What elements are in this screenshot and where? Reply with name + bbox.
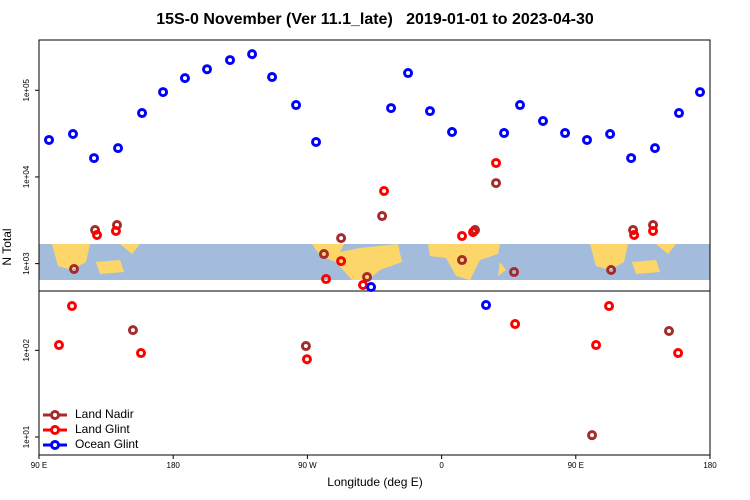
x-tick-label: 90 E	[568, 461, 584, 470]
point	[377, 211, 388, 222]
point	[481, 300, 492, 311]
point	[515, 100, 526, 111]
point	[67, 128, 78, 139]
point	[318, 249, 329, 260]
x-tick-label: 180	[703, 461, 717, 470]
point	[447, 126, 458, 137]
point	[499, 128, 510, 139]
x-tick-label: 180	[167, 461, 181, 470]
point	[649, 143, 660, 154]
legend-marker	[50, 425, 60, 435]
x-tick-label: 90 W	[298, 461, 317, 470]
point	[424, 106, 435, 117]
point	[626, 153, 637, 164]
point	[53, 340, 64, 351]
point	[673, 108, 684, 119]
point	[362, 272, 373, 283]
point	[358, 279, 369, 290]
point	[301, 354, 312, 365]
point	[510, 319, 521, 330]
point	[629, 229, 640, 240]
point	[300, 341, 311, 352]
x-axis-label: Longitude (deg E)	[327, 475, 422, 489]
legend-marker	[50, 440, 60, 450]
point	[673, 348, 684, 359]
point	[648, 225, 659, 236]
x-tick-label: 0	[439, 461, 444, 470]
point	[403, 68, 414, 79]
y-tick-label: 1e+05	[22, 78, 31, 101]
point	[457, 255, 468, 266]
point	[311, 137, 322, 148]
legend-label: Land Glint	[75, 422, 130, 436]
point	[225, 55, 236, 66]
y-tick-label: 1e+02	[22, 339, 31, 362]
point	[366, 282, 377, 293]
point	[89, 153, 100, 164]
point	[127, 325, 138, 336]
point	[379, 186, 390, 197]
legend-label: Land Nadir	[75, 407, 134, 421]
y-tick-label: 1e+03	[22, 252, 31, 275]
point	[560, 128, 571, 139]
point	[69, 264, 80, 275]
x-tick-label: 90 E	[31, 461, 47, 470]
point	[695, 87, 706, 98]
point	[491, 157, 502, 168]
point	[66, 301, 77, 312]
point	[591, 340, 602, 351]
legend-marker	[50, 410, 60, 420]
point	[604, 301, 615, 312]
point	[202, 64, 213, 75]
point	[113, 143, 124, 154]
legend-label: Ocean Glint	[75, 437, 139, 451]
point	[628, 225, 639, 236]
y-tick-label: 1e+04	[22, 165, 31, 188]
point	[605, 128, 616, 139]
point	[581, 134, 592, 145]
point	[247, 49, 258, 60]
point	[606, 265, 617, 276]
point	[137, 108, 148, 119]
point	[179, 73, 190, 84]
point	[43, 134, 54, 145]
chart-title: 15S-0 November (Ver 11.1_late) 2019-01-0…	[156, 11, 594, 28]
point	[321, 274, 332, 285]
point	[110, 225, 121, 236]
y-tick-label: 1e+01	[22, 425, 31, 448]
point	[135, 348, 146, 359]
point	[267, 72, 278, 83]
point	[336, 233, 347, 244]
point	[509, 267, 520, 278]
map-band	[39, 244, 710, 280]
point	[537, 115, 548, 126]
point	[663, 326, 674, 337]
point	[336, 256, 347, 267]
point	[468, 227, 479, 238]
point	[457, 231, 468, 242]
point	[386, 103, 397, 114]
point	[491, 178, 502, 189]
point	[587, 430, 598, 441]
point	[92, 229, 103, 240]
y-axis-label: N Total	[0, 228, 14, 265]
plot-frame	[38, 39, 711, 456]
point	[158, 87, 169, 98]
point	[291, 100, 302, 111]
